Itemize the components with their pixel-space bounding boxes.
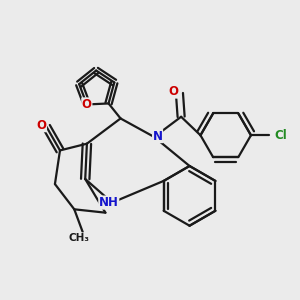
Text: N: N: [153, 130, 163, 142]
Text: Cl: Cl: [275, 129, 288, 142]
Text: O: O: [37, 119, 46, 132]
Text: CH₃: CH₃: [69, 233, 90, 243]
Text: O: O: [169, 85, 178, 98]
Text: O: O: [82, 98, 92, 111]
Text: NH: NH: [99, 196, 119, 209]
